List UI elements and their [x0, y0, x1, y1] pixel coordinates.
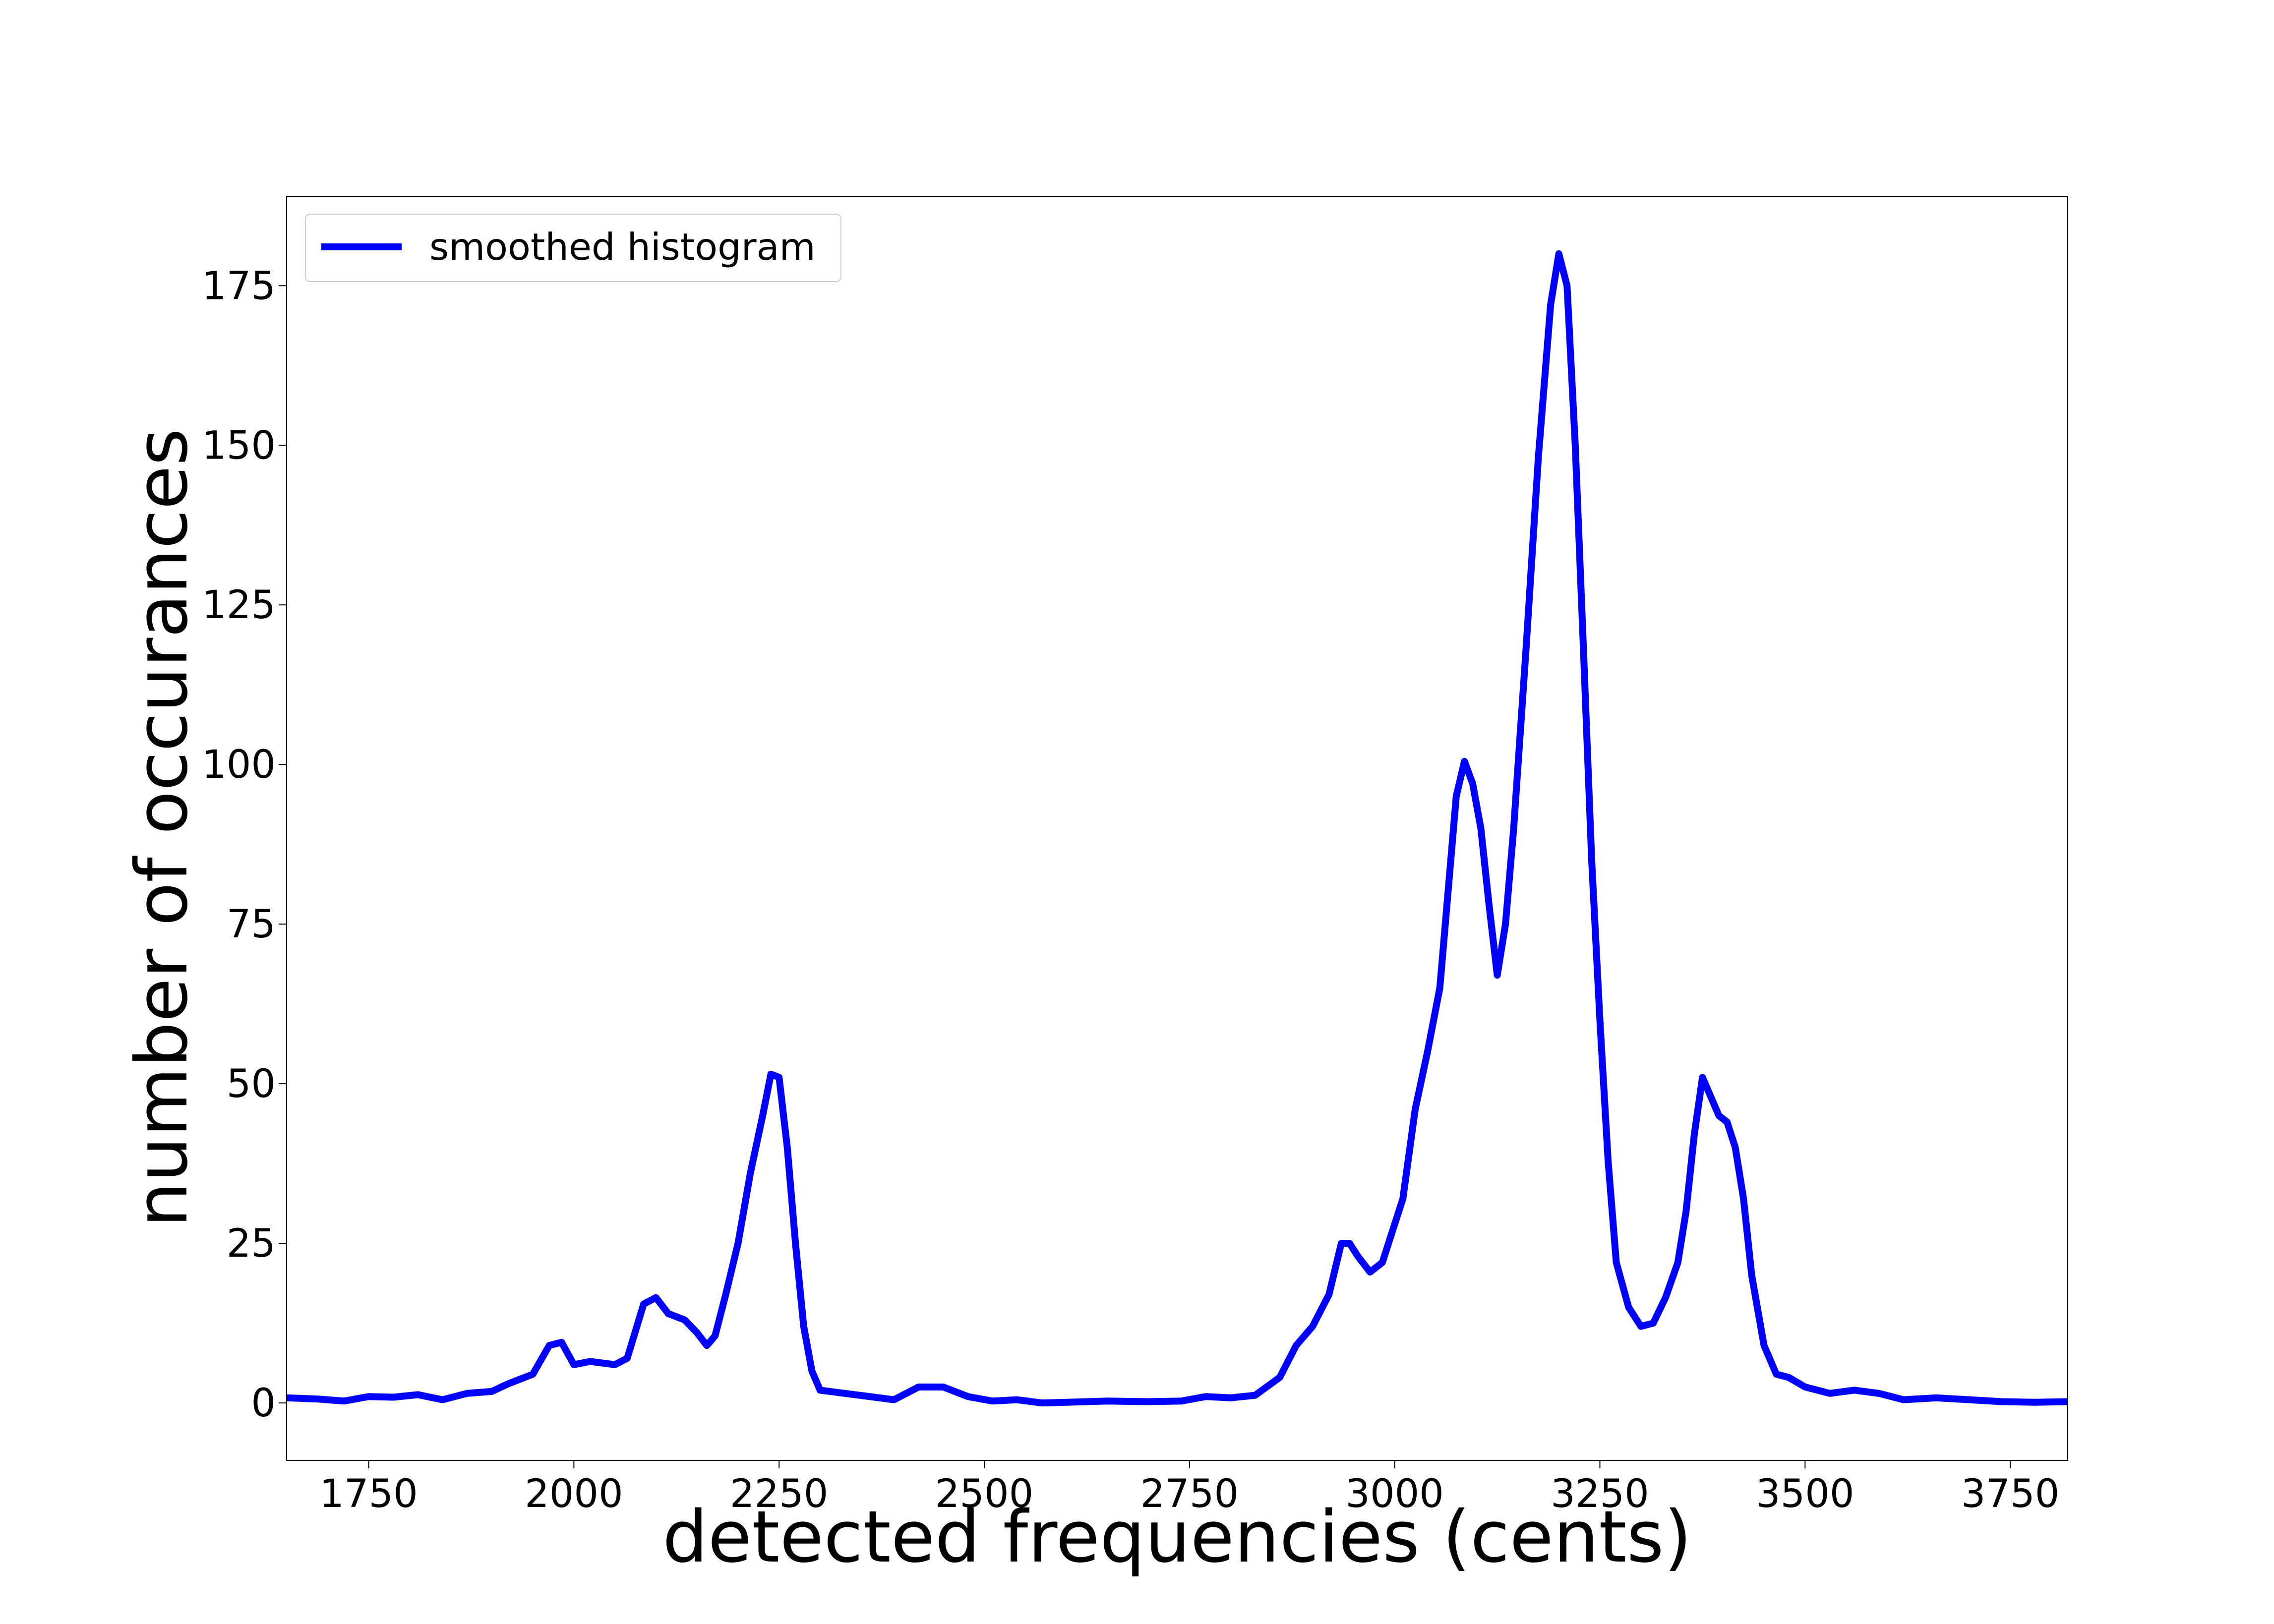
- y-tick-label: 25: [227, 1221, 276, 1266]
- x-tick-label: 1750: [319, 1472, 418, 1516]
- y-axis-ticks: 0 25 50 75 100 125 150 175: [202, 264, 287, 1426]
- x-tick-label: 3750: [1961, 1472, 2060, 1516]
- y-tick-label: 75: [227, 902, 276, 947]
- x-axis-ticks: 1750 2000 2250 2500 2750 3000 3250 3500 3750: [319, 1460, 2059, 1516]
- y-tick-label: 0: [251, 1381, 276, 1426]
- x-tick-label: 3250: [1551, 1472, 1649, 1516]
- x-axis-label: detected frequencies (cents): [662, 1495, 1692, 1578]
- y-tick-label: 175: [202, 264, 276, 308]
- x-tick-label: 2000: [525, 1472, 623, 1516]
- x-tick-label: 2500: [935, 1472, 1034, 1516]
- legend-box: [305, 214, 841, 282]
- x-tick-label: 2750: [1140, 1472, 1239, 1516]
- y-tick-label: 100: [202, 743, 276, 787]
- y-tick-label: 150: [202, 423, 276, 468]
- plot-area-frame: [286, 196, 2068, 1461]
- legend-label: smoothed histogram: [429, 225, 816, 269]
- legend: smoothed histogram: [305, 214, 841, 282]
- y-axis-label: number of occurances: [120, 428, 203, 1227]
- x-tick-label: 2250: [730, 1472, 829, 1516]
- x-tick-label: 3000: [1345, 1472, 1444, 1516]
- y-tick-label: 50: [227, 1062, 276, 1106]
- y-tick-label: 125: [202, 583, 276, 628]
- x-tick-label: 3500: [1756, 1472, 1855, 1516]
- series-line-smoothed-histogram: [287, 250, 2068, 1407]
- series-layer: [287, 250, 2068, 1407]
